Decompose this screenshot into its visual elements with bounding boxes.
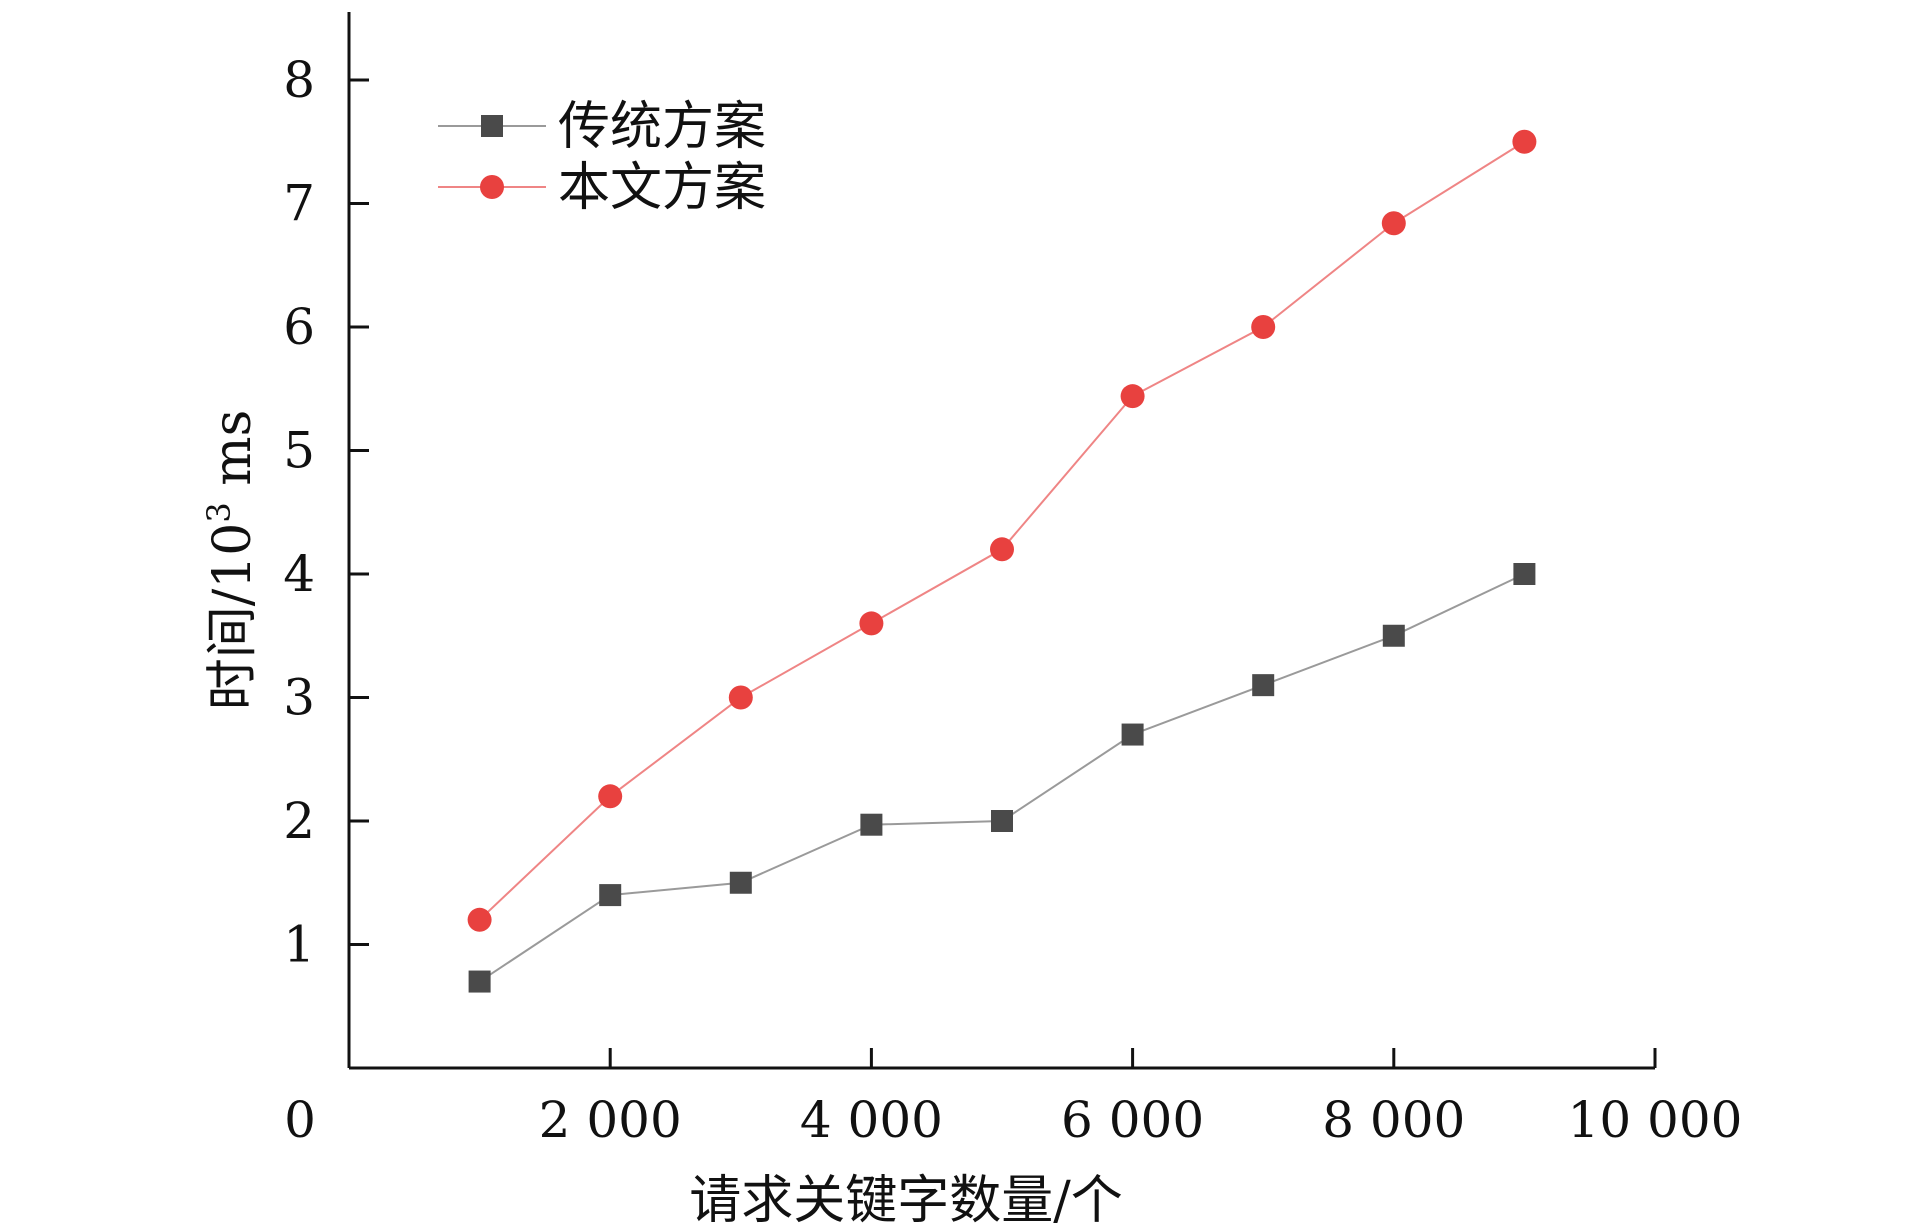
- x-axis-ticks: 2 000 4 000 6 000 8 000 10 000: [539, 1048, 1743, 1149]
- y-tick-label: 3: [283, 669, 315, 727]
- data-point-circle: [1120, 384, 1145, 409]
- data-point-circle: [859, 611, 884, 636]
- x-tick-label: 6 000: [1061, 1091, 1204, 1149]
- x-axis-title: 请求关键字数量/个: [689, 1171, 1123, 1228]
- data-point-circle: [990, 537, 1014, 562]
- y-tick-label: 7: [283, 175, 315, 233]
- legend-item: 本文方案: [438, 158, 766, 218]
- x-tick-label: 2 000: [539, 1091, 682, 1149]
- data-point-square: [1252, 674, 1275, 697]
- data-point-circle: [1512, 129, 1537, 154]
- y-axis-title-main: 时间/10: [203, 523, 263, 711]
- series-traditional: [468, 563, 1536, 993]
- data-point-square: [1382, 624, 1405, 647]
- y-axis-title-unit: ms: [203, 410, 263, 503]
- origin-label: 0: [284, 1091, 316, 1149]
- legend-item: 传统方案: [438, 97, 766, 157]
- data-point-circle: [598, 784, 623, 809]
- y-axis-title: 时间/103 ms: [200, 410, 263, 711]
- y-tick-label: 8: [283, 51, 315, 109]
- y-tick-label: 2: [283, 792, 315, 850]
- series-proposed: [467, 129, 1537, 932]
- data-point-square: [991, 810, 1013, 832]
- data-point-circle: [728, 685, 753, 710]
- data-point-square: [1121, 723, 1144, 746]
- x-tick-label: 4 000: [800, 1091, 943, 1149]
- axes: [347, 12, 1655, 1070]
- data-point-circle: [467, 907, 492, 932]
- legend-marker-square: [481, 115, 503, 137]
- legend-label: 传统方案: [558, 97, 766, 157]
- y-tick-label: 5: [283, 422, 315, 480]
- x-tick-label: 10 000: [1568, 1091, 1743, 1149]
- legend-marker-circle: [480, 175, 504, 199]
- data-point-square: [729, 871, 752, 894]
- y-tick-label: 4: [283, 545, 315, 603]
- data-point-circle: [1381, 211, 1406, 236]
- y-tick-label: 1: [283, 916, 315, 974]
- data-point-square: [860, 813, 883, 836]
- y-axis-ticks: 1 2 3 4 5 6 7 8: [283, 51, 369, 974]
- data-point-circle: [1251, 315, 1276, 339]
- legend-label: 本文方案: [558, 158, 766, 218]
- y-tick-label: 6: [283, 298, 315, 356]
- series-line: [478, 140, 1525, 921]
- y-axis-title-exponent: 3: [200, 502, 238, 522]
- data-point-square: [599, 884, 622, 907]
- series-layer: [467, 129, 1537, 993]
- data-point-square: [1513, 563, 1536, 585]
- data-point-square: [468, 970, 491, 993]
- x-tick-label: 8 000: [1322, 1091, 1465, 1149]
